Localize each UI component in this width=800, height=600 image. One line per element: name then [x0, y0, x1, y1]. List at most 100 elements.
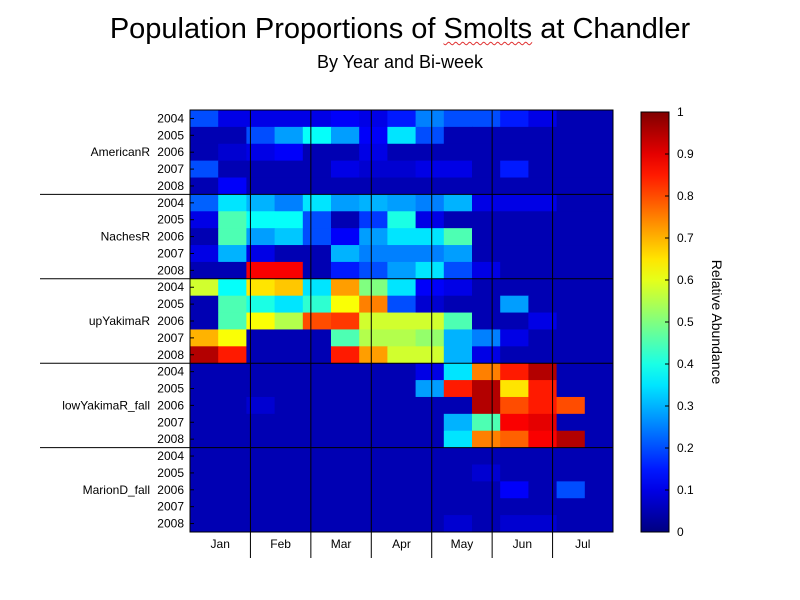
heatmap-cell: [246, 312, 276, 330]
heatmap-cell: [274, 194, 304, 212]
heatmap-cell: [274, 396, 304, 415]
heatmap-cell: [246, 447, 276, 465]
heatmap-cell: [274, 312, 304, 330]
heatmap-cell: [528, 481, 558, 499]
heatmap-cell: [415, 413, 445, 432]
colorbar-tick-label: 0.2: [677, 441, 694, 455]
heatmap-cell: [246, 278, 276, 297]
year-tick-label: 2004: [157, 196, 184, 210]
heatmap-cell: [528, 447, 558, 465]
heatmap-cell: [472, 430, 501, 449]
heatmap-cell: [359, 413, 388, 432]
heatmap-cell: [331, 430, 360, 449]
heatmap-cell: [246, 481, 276, 499]
heatmap-cell: [500, 295, 529, 314]
colorbar: 0 0.1 0.2 0.3 0.4 0.5 0.6 0.7 0.8 0.9 1 Relative Ab…: [640, 105, 725, 539]
year-tick-label: 2004: [157, 280, 184, 294]
heatmap-cell: [387, 211, 417, 229]
heatmap-cell: [331, 245, 360, 263]
heatmap-cell: [218, 329, 247, 347]
heatmap-cell: [584, 481, 614, 499]
heatmap-cell: [415, 194, 445, 212]
heatmap-cell: [387, 126, 417, 145]
heatmap-cell: [387, 498, 417, 516]
heatmap-cell: [190, 481, 219, 499]
heatmap-cell: [218, 481, 247, 499]
heatmap-cell: [500, 430, 529, 449]
heatmap-cell: [443, 413, 473, 432]
heatmap-cell: [556, 363, 586, 381]
heatmap-cell: [274, 346, 304, 364]
heatmap-cell: [528, 110, 558, 128]
heatmap-cell: [584, 515, 614, 533]
heatmap-cell: [528, 245, 558, 263]
heatmap-cell: [359, 160, 388, 179]
heatmap-cell: [584, 498, 614, 516]
heatmap-cell: [472, 261, 501, 280]
heatmap-cell: [190, 194, 219, 212]
heatmap-cell: [584, 160, 614, 179]
heatmap-cell: [218, 228, 247, 246]
heatmap-cell: [443, 329, 473, 347]
heatmap-cell: [500, 396, 529, 415]
heatmap-cell: [218, 177, 247, 195]
heatmap-cell: [387, 346, 417, 364]
heatmap-cell: [218, 464, 247, 482]
heatmap-cell: [556, 329, 586, 347]
heatmap-cell: [584, 126, 614, 145]
heatmap-cell: [443, 396, 473, 415]
heatmap-cell: [190, 447, 219, 465]
heatmap-cell: [302, 312, 332, 330]
heatmap-cell: [472, 194, 501, 212]
heatmap-cell: [302, 261, 332, 280]
year-tick-label: 2005: [157, 466, 184, 480]
heatmap-cell: [387, 160, 417, 179]
heatmap-cell: [415, 261, 445, 280]
heatmap-cell: [472, 278, 501, 297]
heatmap-cell: [359, 447, 388, 465]
heatmap-cell: [218, 160, 247, 179]
heatmap-cell: [584, 110, 614, 128]
heatmap-cell: [302, 278, 332, 297]
heatmap-cell: [443, 363, 473, 381]
year-tick-label: 2006: [157, 314, 184, 328]
heatmap-cell: [443, 498, 473, 516]
heatmap-cell: [556, 177, 586, 195]
heatmap-cell: [472, 177, 501, 195]
heatmap-cell: [246, 295, 276, 314]
heatmap-cell: [359, 245, 388, 263]
heatmap-cell: [359, 278, 388, 297]
heatmap-cell: [331, 515, 360, 533]
group-label: lowYakimaR_fall: [62, 398, 150, 412]
heatmap-cell: [218, 430, 247, 449]
heatmap-cell: [274, 481, 304, 499]
heatmap-cell: [528, 261, 558, 280]
heatmap-cell: [528, 194, 558, 212]
heatmap-cell: [387, 380, 417, 398]
heatmap-cell: [500, 312, 529, 330]
heatmap-cell: [190, 329, 219, 347]
heatmap-cell: [500, 329, 529, 347]
heatmap-cell: [556, 430, 586, 449]
heatmap-cell: [500, 228, 529, 246]
heatmap-cell: [584, 194, 614, 212]
heatmap-cell: [415, 143, 445, 162]
heatmap-cell: [302, 396, 332, 415]
heatmap-cell: [528, 363, 558, 381]
heatmap-cell: [218, 380, 247, 398]
year-tick-label: 2008: [157, 179, 184, 193]
heatmap-cell: [302, 228, 332, 246]
heatmap-cell: [500, 177, 529, 195]
heatmap-cell: [415, 295, 445, 314]
heatmap-cell: [302, 160, 332, 179]
heatmap-cell: [190, 126, 219, 145]
heatmap-cell: [415, 177, 445, 195]
heatmap-cell: [359, 211, 388, 229]
heatmap-cell: [359, 295, 388, 314]
heatmap-cell: [274, 228, 304, 246]
heatmap-cell: [246, 194, 276, 212]
month-tick-label: May: [451, 537, 474, 551]
heatmap-cell: [443, 346, 473, 364]
heatmap-cell: [528, 515, 558, 533]
